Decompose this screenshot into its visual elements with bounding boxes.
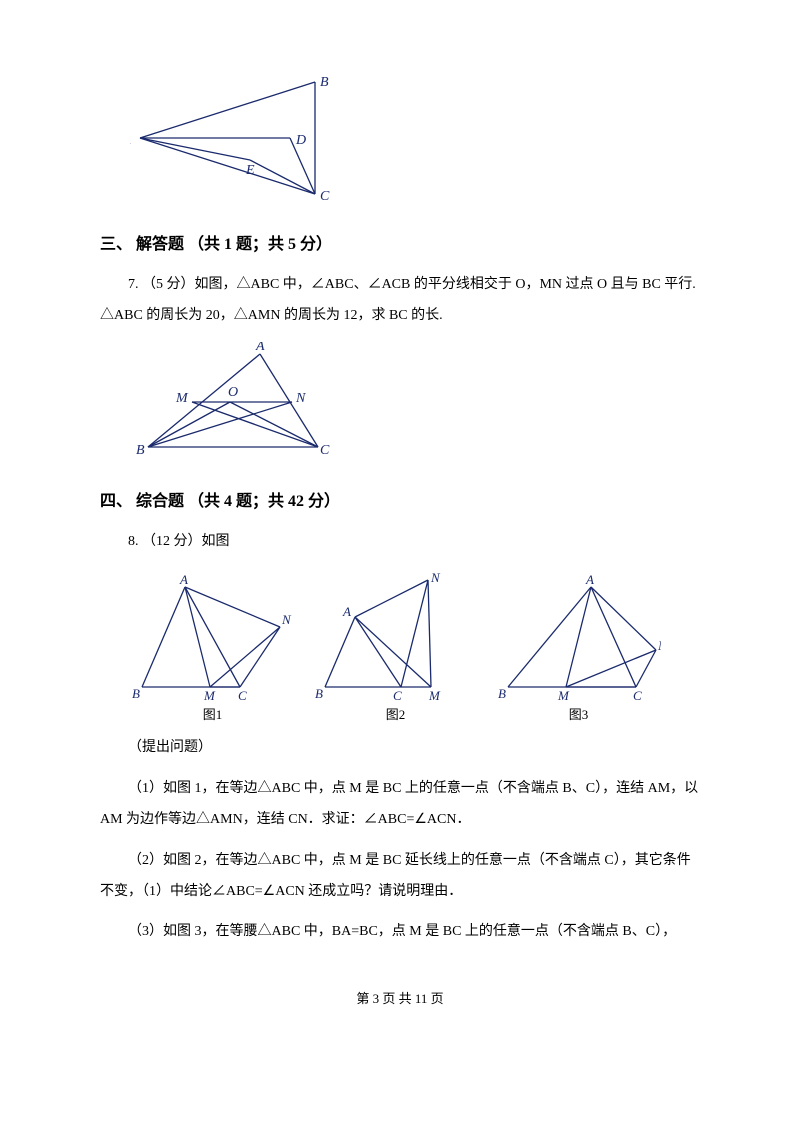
svg-text:C: C bbox=[393, 688, 402, 702]
svg-text:A: A bbox=[179, 572, 188, 587]
figure-q8-row: A B C M N 图1 A B C M N 图2 A B C M N 图3 bbox=[130, 572, 700, 723]
svg-text:C: C bbox=[320, 189, 330, 204]
svg-text:B: B bbox=[136, 443, 145, 458]
svg-text:A: A bbox=[342, 604, 351, 619]
svg-text:N: N bbox=[430, 572, 441, 585]
svg-text:B: B bbox=[315, 686, 323, 701]
svg-text:D: D bbox=[295, 133, 306, 148]
svg-text:M: M bbox=[557, 688, 570, 702]
page-footer: 第 3 页 共 11 页 bbox=[100, 988, 700, 1007]
figure-q6-svg: A B C D E bbox=[130, 70, 340, 205]
figure-q7: A B C M N O bbox=[130, 342, 700, 462]
figure-q8-2-caption: 图2 bbox=[313, 704, 478, 723]
figure-q8-2-svg: A B C M N bbox=[313, 572, 478, 702]
svg-text:O: O bbox=[228, 385, 238, 400]
question-8-part2: （2）如图 2，在等边△ABC 中，点 M 是 BC 延长线上的任意一点（不含端… bbox=[100, 846, 700, 908]
svg-text:E: E bbox=[245, 163, 255, 178]
svg-text:A: A bbox=[130, 133, 131, 148]
svg-text:B: B bbox=[132, 686, 140, 701]
svg-text:M: M bbox=[203, 688, 216, 702]
figure-q8-3-svg: A B C M N bbox=[496, 572, 661, 702]
section-3-heading: 三、 解答题 （共 1 题；共 5 分） bbox=[100, 230, 700, 254]
svg-text:M: M bbox=[175, 391, 189, 406]
svg-text:N: N bbox=[295, 391, 306, 406]
question-7-text: 7. （5 分）如图，△ABC 中，∠ABC、∠ACB 的平分线相交于 O，MN… bbox=[100, 270, 700, 332]
figure-q8-2: A B C M N 图2 bbox=[313, 572, 478, 723]
figure-q8-1: A B C M N 图1 bbox=[130, 572, 295, 723]
svg-text:A: A bbox=[255, 342, 265, 354]
svg-text:N: N bbox=[657, 638, 661, 653]
section-4-heading: 四、 综合题 （共 4 题；共 42 分） bbox=[100, 487, 700, 511]
question-8-intro: 8. （12 分）如图 bbox=[100, 527, 700, 558]
svg-text:N: N bbox=[281, 612, 292, 627]
question-8-prompt: （提出问题） bbox=[100, 733, 700, 764]
svg-text:A: A bbox=[585, 572, 594, 587]
svg-text:B: B bbox=[498, 686, 506, 701]
figure-q8-1-svg: A B C M N bbox=[130, 572, 295, 702]
figure-q6: A B C D E bbox=[130, 70, 700, 205]
figure-q8-3: A B C M N 图3 bbox=[496, 572, 661, 723]
svg-text:C: C bbox=[238, 688, 247, 702]
figure-q8-3-caption: 图3 bbox=[496, 704, 661, 723]
figure-q7-svg: A B C M N O bbox=[130, 342, 340, 462]
question-8-part1: （1）如图 1，在等边△ABC 中，点 M 是 BC 上的任意一点（不含端点 B… bbox=[100, 774, 700, 836]
svg-text:C: C bbox=[320, 443, 330, 458]
svg-text:M: M bbox=[428, 688, 441, 702]
svg-text:C: C bbox=[633, 688, 642, 702]
svg-text:B: B bbox=[320, 75, 329, 90]
question-8-part3: （3）如图 3，在等腰△ABC 中，BA=BC，点 M 是 BC 上的任意一点（… bbox=[100, 917, 700, 948]
figure-q8-1-caption: 图1 bbox=[130, 704, 295, 723]
